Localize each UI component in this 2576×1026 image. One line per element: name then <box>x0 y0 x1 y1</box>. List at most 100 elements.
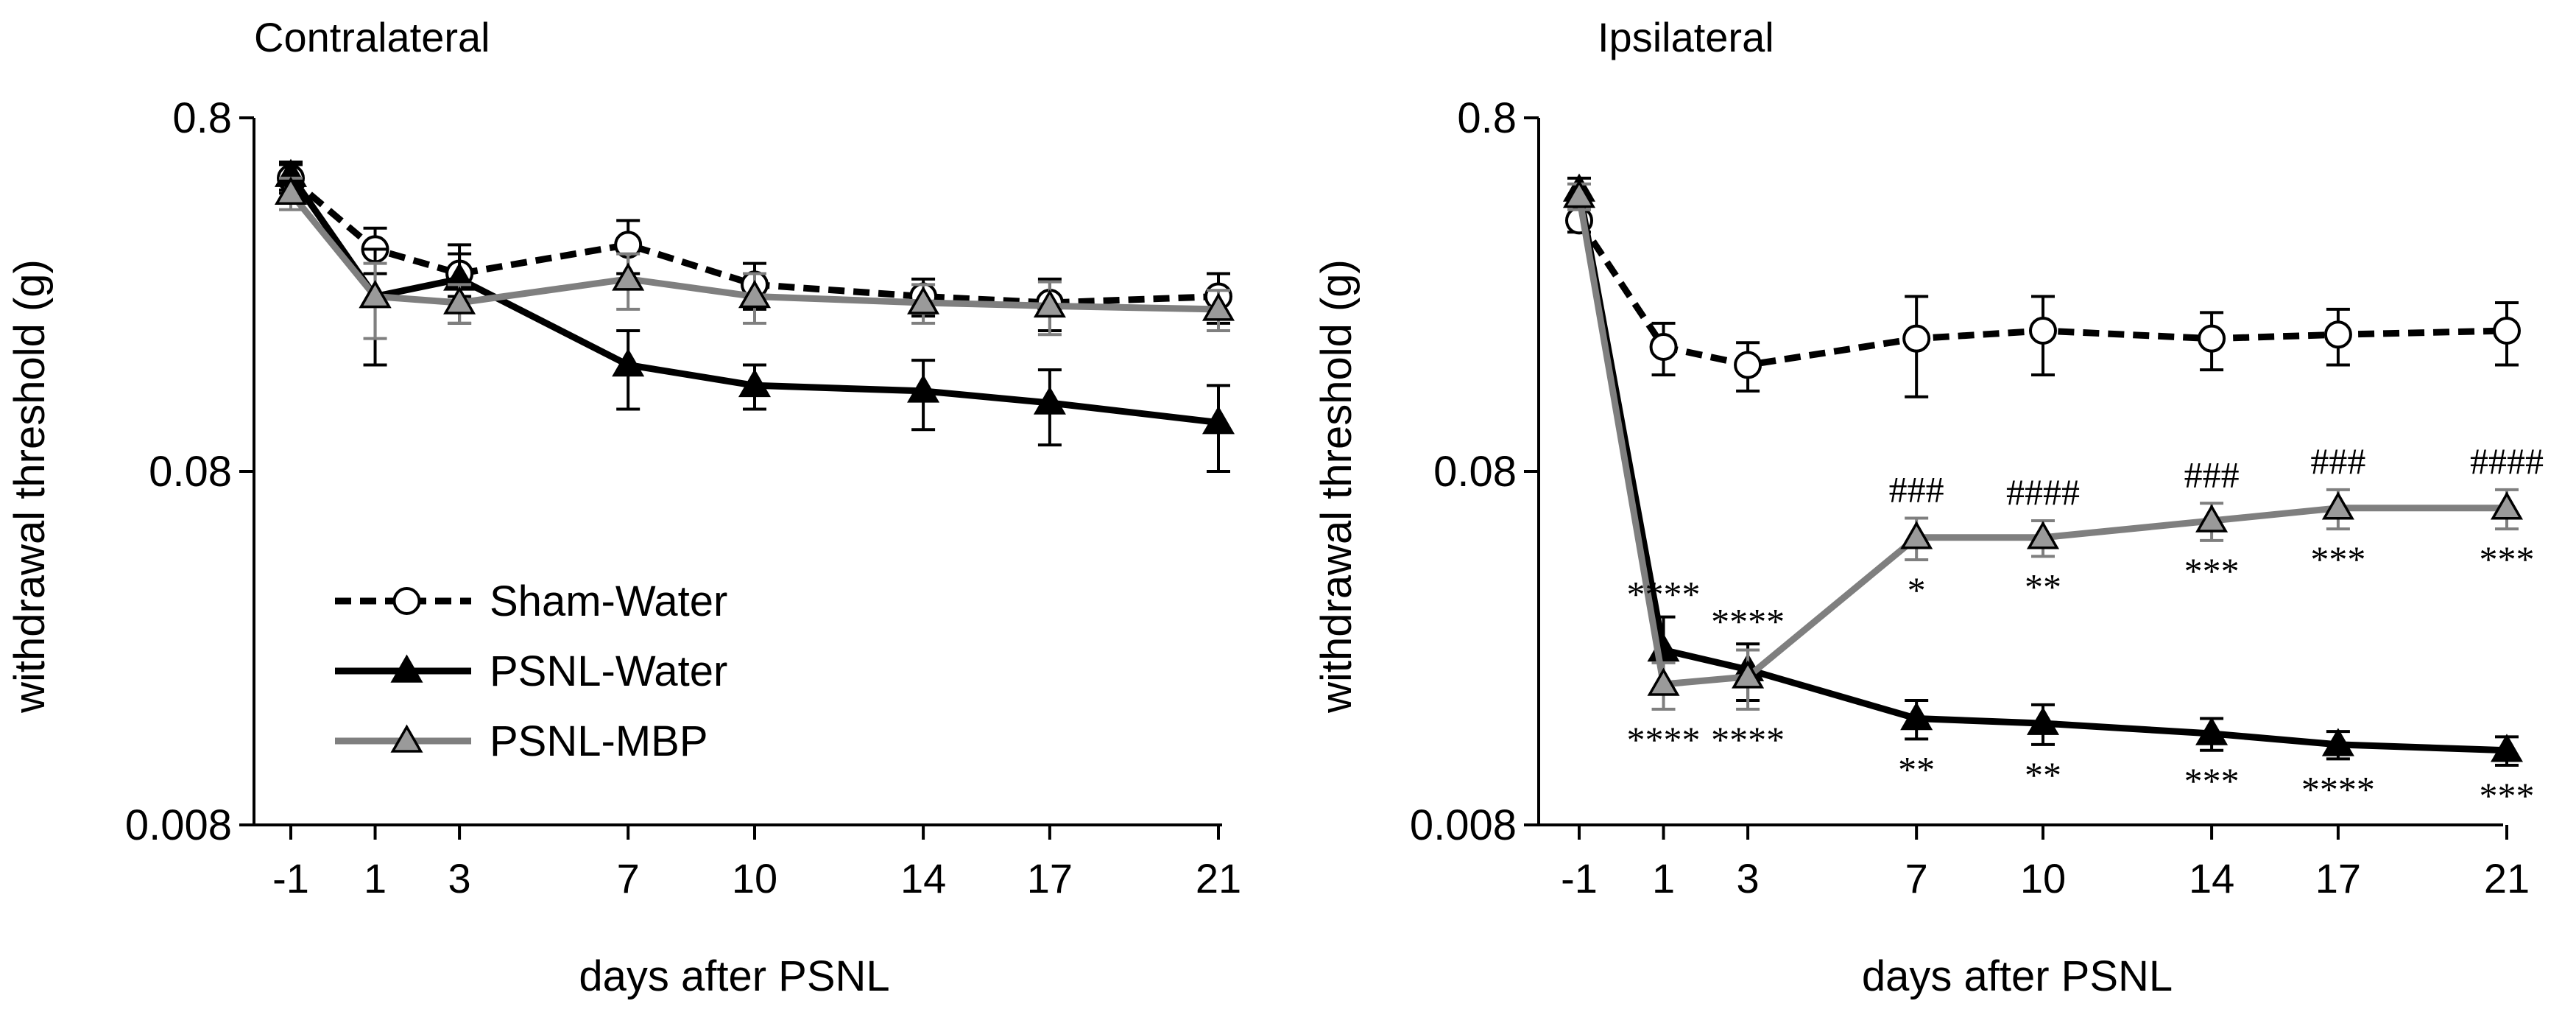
x-tick-label: 7 <box>617 855 640 902</box>
y-tick-label: 0.08 <box>149 448 232 496</box>
significance-label: *** <box>2184 550 2240 591</box>
data-point <box>274 176 308 205</box>
data-point <box>2195 504 2229 533</box>
significance-label: ** <box>1898 748 1935 790</box>
significance-label: **** <box>1711 600 1785 642</box>
significance-label: * <box>1908 569 1926 611</box>
x-tick-label: 3 <box>448 855 471 902</box>
significance-label: ### <box>2184 454 2240 495</box>
data-point <box>2321 491 2354 520</box>
significance-label: ** <box>2025 754 2061 795</box>
data-point <box>1562 179 1596 208</box>
data-point <box>2323 320 2352 349</box>
data-point <box>2493 316 2521 345</box>
x-tick-label: 17 <box>2315 855 2361 902</box>
legend-label: PSNL-Water <box>490 647 727 695</box>
data-point <box>2321 728 2354 756</box>
panel-title: Contralateral <box>254 14 490 60</box>
data-point <box>2490 734 2524 762</box>
data-point <box>738 279 772 309</box>
y-tick-label: 0.008 <box>1410 801 1517 849</box>
panel-contralateral: Contralateral 0.8 0.08 0.008 -1 1 3 7 10 14 17 21 da… <box>6 14 1241 1000</box>
x-tick-label: 14 <box>2189 855 2234 902</box>
x-tick-label: -1 <box>272 855 309 902</box>
x-tick-label: -1 <box>1561 855 1598 902</box>
data-point <box>1201 406 1235 435</box>
series-line <box>1575 189 2508 754</box>
x-tick-label: 1 <box>1652 855 1675 902</box>
y-tick-label: 0.008 <box>125 801 232 849</box>
significance-label: *** <box>2480 538 2535 580</box>
significance-label: **** <box>2301 768 2375 809</box>
series-line <box>289 175 1219 306</box>
legend-label: Sham-Water <box>490 577 727 625</box>
y-axis-label: withdrawal threshold (g) <box>6 259 54 714</box>
data-point <box>1033 289 1066 318</box>
data-point <box>1033 386 1066 415</box>
data-point <box>2195 717 2229 745</box>
series-sham-water <box>1565 206 2521 398</box>
data-point <box>907 286 940 315</box>
legend-label: PSNL-MBP <box>490 717 708 765</box>
data-point <box>1902 324 1931 353</box>
data-point <box>1647 667 1680 696</box>
x-tick-label: 21 <box>1196 855 1241 902</box>
data-point <box>1732 660 1765 689</box>
panel-title: Ipsilateral <box>1598 14 1774 60</box>
significance-label: ### <box>2310 440 2365 482</box>
data-point <box>443 286 476 315</box>
x-tick-label: 10 <box>2020 855 2066 902</box>
x-tick-label: 1 <box>364 855 387 902</box>
data-point <box>2026 706 2060 735</box>
legend-marker <box>392 587 421 615</box>
significance-label: ** <box>2025 566 2061 607</box>
data-point <box>1201 292 1235 321</box>
y-tick-label: 0.08 <box>1433 448 1517 496</box>
legend-marker <box>390 654 423 683</box>
data-point <box>907 374 940 403</box>
data-point <box>2029 316 2057 345</box>
data-point <box>1900 701 1933 731</box>
x-tick-label: 14 <box>900 855 946 902</box>
x-tick-label: 3 <box>1737 855 1760 902</box>
y-tick-label: 0.8 <box>1457 94 1517 142</box>
legend: Sham-Water PSNL-Water PSNL-MBP <box>335 577 727 765</box>
series-line <box>1575 195 2507 688</box>
data-point <box>2490 491 2524 520</box>
significance-label: **** <box>1711 719 1785 760</box>
series-line <box>288 191 1219 313</box>
series-psnl-water <box>1562 173 2524 767</box>
data-point <box>738 368 772 398</box>
series-line <box>288 173 1219 426</box>
significance-label: **** <box>1627 574 1701 615</box>
series-psnl-mbp <box>274 176 1235 340</box>
data-point <box>612 348 645 377</box>
x-axis-label: days after PSNL <box>579 952 889 1000</box>
series-line <box>1576 218 2508 368</box>
series-psnl-mbp <box>1562 179 2524 711</box>
y-axis-label: withdrawal threshold (g) <box>1313 259 1361 714</box>
data-point <box>1649 332 1678 361</box>
significance-label: ### <box>1889 468 1944 510</box>
legend-marker <box>390 724 423 753</box>
significance-label: #### <box>2006 471 2080 513</box>
panel-ipsilateral: Ipsilateral 0.8 0.08 0.008 -1 1 3 7 10 14 17 21 days… <box>1313 14 2544 1000</box>
x-axis-label: days after PSNL <box>1862 952 2173 1000</box>
data-point <box>359 279 392 309</box>
data-point <box>2198 324 2226 353</box>
significance-label: *** <box>2184 760 2240 801</box>
significance-label: #### <box>2470 440 2544 482</box>
significance-label: **** <box>1627 719 1701 760</box>
data-point <box>2026 521 2060 549</box>
x-tick-label: 17 <box>1027 855 1073 902</box>
data-point <box>1734 351 1762 379</box>
significance-label: *** <box>2480 775 2535 816</box>
y-tick-label: 0.8 <box>172 94 232 142</box>
x-tick-label: 21 <box>2484 855 2530 902</box>
x-tick-label: 10 <box>732 855 777 902</box>
x-tick-label: 7 <box>1905 855 1928 902</box>
data-point <box>612 262 645 291</box>
significance-label: *** <box>2310 538 2365 580</box>
